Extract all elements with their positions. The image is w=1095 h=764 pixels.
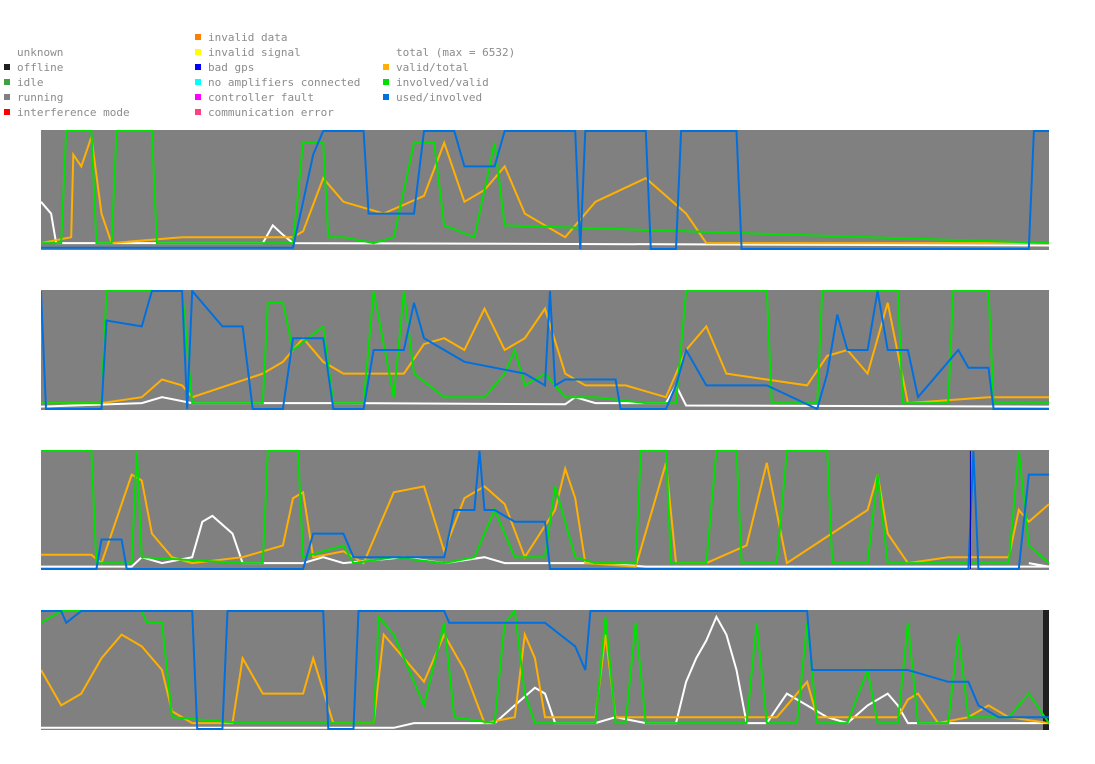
status-legend-label: offline bbox=[17, 61, 64, 74]
status-band-running bbox=[41, 130, 1049, 250]
series-line-involved bbox=[41, 450, 1049, 565]
series-line-used bbox=[41, 610, 1049, 730]
error-legend-label: controller fault bbox=[208, 91, 314, 104]
error-legend-swatch bbox=[195, 34, 201, 40]
error-legend-label: bad gps bbox=[208, 61, 255, 74]
series-legend-item: total (max = 6532) bbox=[383, 45, 515, 60]
error-legend-swatch bbox=[195, 49, 201, 55]
error-legend-item: invalid data bbox=[195, 30, 360, 45]
error-legend-label: invalid data bbox=[208, 31, 288, 44]
series-line-involved bbox=[41, 610, 1049, 725]
chart-panel-1 bbox=[41, 130, 1049, 250]
error-legend-swatch bbox=[195, 94, 201, 100]
series-legend-label: used/involved bbox=[396, 91, 483, 104]
series-line-used bbox=[41, 290, 1049, 410]
series-legend: total (max = 6532) valid/total involved/va… bbox=[383, 45, 515, 105]
error-legend-item: no amplifiers connected bbox=[195, 75, 360, 90]
error-legend-swatch bbox=[195, 109, 201, 115]
status-legend-item: idle bbox=[4, 75, 130, 90]
chart-panel-svg bbox=[41, 290, 1049, 410]
series-legend-item: valid/total bbox=[383, 60, 515, 75]
error-legend-item: communication error bbox=[195, 105, 360, 120]
series-legend-swatch bbox=[383, 79, 389, 85]
error-legend-item: invalid signal bbox=[195, 45, 360, 60]
chart-panel-svg bbox=[41, 610, 1049, 730]
error-legend-label: invalid signal bbox=[208, 46, 301, 59]
series-line-valid bbox=[41, 302, 1049, 405]
series-legend-label: involved/valid bbox=[396, 76, 489, 89]
chart-panel-svg bbox=[41, 130, 1049, 250]
status-legend-item: unknown bbox=[4, 45, 130, 60]
status-legend-swatch bbox=[4, 109, 10, 115]
chart-panel-4 bbox=[41, 610, 1049, 730]
error-legend-label: communication error bbox=[208, 106, 334, 119]
status-legend-label: idle bbox=[17, 76, 44, 89]
series-line-total bbox=[41, 201, 1049, 247]
status-legend: unknown offline idle running interference mo… bbox=[4, 45, 130, 120]
chart-panel-svg bbox=[41, 450, 1049, 570]
status-legend-item: offline bbox=[4, 60, 130, 75]
series-legend-item: involved/valid bbox=[383, 75, 515, 90]
series-legend-swatch bbox=[383, 64, 389, 70]
series-legend-item: used/involved bbox=[383, 90, 515, 105]
status-legend-label: unknown bbox=[17, 46, 64, 59]
series-line-involved bbox=[41, 290, 1049, 405]
status-legend-item: interference mode bbox=[4, 105, 130, 120]
chart-panel-3 bbox=[41, 450, 1049, 570]
series-legend-swatch bbox=[383, 94, 389, 100]
error-legend-swatch bbox=[195, 79, 201, 85]
status-legend-swatch bbox=[4, 64, 10, 70]
error-legend: invalid data invalid signal bad gps no ampl… bbox=[195, 30, 360, 120]
error-legend-item: bad gps bbox=[195, 60, 360, 75]
error-legend-item: controller fault bbox=[195, 90, 360, 105]
status-legend-label: running bbox=[17, 91, 64, 104]
status-legend-label: interference mode bbox=[17, 106, 130, 119]
error-legend-swatch bbox=[195, 64, 201, 70]
error-legend-label: no amplifiers connected bbox=[208, 76, 361, 89]
status-legend-swatch bbox=[4, 94, 10, 100]
status-legend-swatch bbox=[4, 79, 10, 85]
series-legend-label: total (max = 6532) bbox=[396, 46, 516, 59]
series-legend-label: valid/total bbox=[396, 61, 469, 74]
series-line-used bbox=[41, 450, 1049, 570]
status-legend-item: running bbox=[4, 90, 130, 105]
status-band-offline bbox=[1042, 610, 1049, 730]
series-line-involved bbox=[41, 130, 1049, 245]
chart-panel-2 bbox=[41, 290, 1049, 410]
series-line-used bbox=[41, 130, 1049, 250]
